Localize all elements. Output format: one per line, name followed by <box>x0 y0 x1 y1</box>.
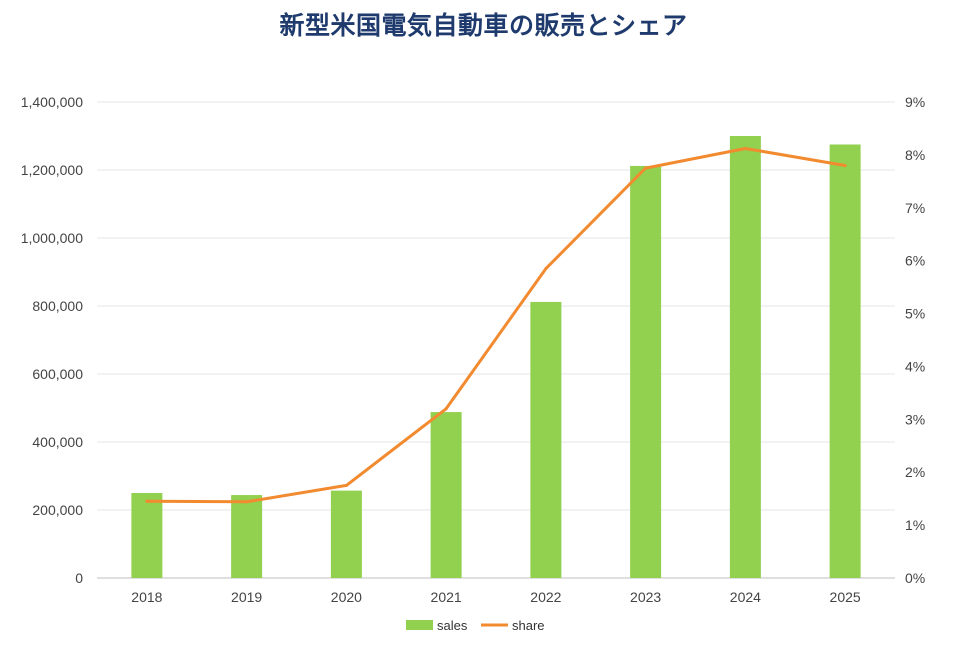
x-tick-label: 2025 <box>830 589 861 605</box>
y-left-tick-label: 1,000,000 <box>21 230 83 246</box>
legend-label-share: share <box>512 618 545 633</box>
bar-series <box>131 136 861 579</box>
share-point-2022 <box>544 267 548 271</box>
chart-title: 新型米国電気自動車の販売とシェア <box>279 11 688 40</box>
bar-2024 <box>729 136 761 578</box>
grid-lines <box>97 101 895 579</box>
bar-2020 <box>330 490 362 578</box>
y-left-tick-label: 600,000 <box>32 366 83 382</box>
share-line <box>145 147 847 504</box>
y-right-tick-label: 6% <box>905 253 925 269</box>
y-right-tick-label: 9% <box>905 94 925 110</box>
y-right-tick-label: 2% <box>905 464 925 480</box>
y-right-tick-label: 5% <box>905 306 925 322</box>
right-axis: 0% 1% 2% 3% 4% 5% 6% 7% 8% 9% <box>905 94 925 586</box>
bar-2021 <box>430 412 462 578</box>
x-tick-label: 2024 <box>730 589 761 605</box>
legend: sales share <box>406 618 545 633</box>
legend-label-sales: sales <box>437 618 468 633</box>
share-point-2020 <box>344 483 348 487</box>
x-tick-label: 2021 <box>431 589 462 605</box>
legend-swatch-sales <box>406 620 433 630</box>
x-tick-label: 2019 <box>231 589 262 605</box>
share-point-2025 <box>843 163 847 167</box>
x-tick-label: 2022 <box>530 589 561 605</box>
x-axis: 2018 2019 2020 2021 2022 2023 2024 2025 <box>131 589 861 605</box>
y-left-tick-label: 400,000 <box>32 434 83 450</box>
share-point-2023 <box>644 166 648 170</box>
y-left-tick-label: 0 <box>75 570 83 586</box>
y-right-tick-label: 8% <box>905 147 925 163</box>
bar-2022 <box>530 301 562 578</box>
y-left-tick-label: 1,400,000 <box>21 94 83 110</box>
y-left-tick-label: 800,000 <box>32 298 83 314</box>
share-point-2024 <box>743 147 747 151</box>
share-point-2019 <box>245 500 249 504</box>
x-tick-label: 2018 <box>131 589 162 605</box>
y-right-tick-label: 1% <box>905 517 925 533</box>
y-left-tick-label: 1,200,000 <box>21 162 83 178</box>
bar-2018 <box>131 493 163 578</box>
y-right-tick-label: 4% <box>905 358 925 374</box>
bar-2019 <box>231 495 263 578</box>
left-axis: 0 200,000 400,000 600,000 800,000 1,000,000 1,… <box>21 94 84 586</box>
y-right-tick-label: 3% <box>905 411 925 427</box>
bar-2025 <box>829 144 861 578</box>
line-series <box>145 147 847 504</box>
share-point-2021 <box>444 407 448 411</box>
x-tick-label: 2023 <box>630 589 661 605</box>
bar-2023 <box>630 165 662 579</box>
x-tick-label: 2020 <box>331 589 362 605</box>
y-left-tick-label: 200,000 <box>32 502 83 518</box>
y-right-tick-label: 0% <box>905 570 925 586</box>
y-right-tick-label: 7% <box>905 200 925 216</box>
share-point-2018 <box>145 499 149 503</box>
